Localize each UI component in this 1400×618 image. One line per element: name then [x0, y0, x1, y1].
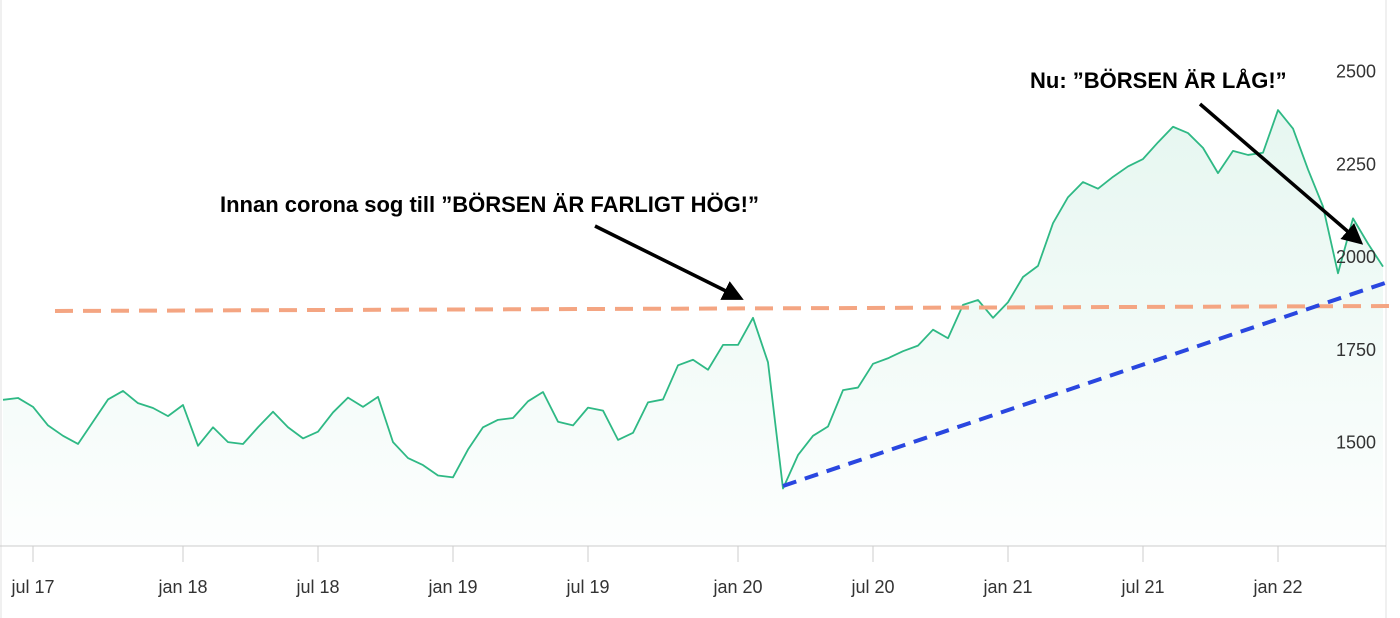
x-tick-label: jan 22 [1252, 577, 1302, 597]
trend-line [782, 281, 1386, 488]
x-tick-label: jul 21 [1120, 577, 1164, 597]
x-tick-label: jan 18 [157, 577, 207, 597]
line [2, 109, 1384, 490]
area [3, 110, 1383, 547]
x-tick-label: jan 19 [427, 577, 477, 597]
annotation-arrow [594, 224, 744, 300]
x-tick-label: jan 21 [982, 577, 1032, 597]
y-tick-label: 2500 [1336, 62, 1376, 82]
x-tick-label: jul 17 [10, 577, 54, 597]
y-tick-label: 1750 [1336, 340, 1376, 360]
x-tick-label: jan 20 [712, 577, 762, 597]
x-tick-label: jul 20 [850, 577, 894, 597]
x-tick-label: jul 18 [295, 577, 339, 597]
y-tick-label: 1500 [1336, 433, 1376, 453]
plot [2, 109, 1384, 547]
annotation: Innan corona sog till ”BÖRSEN ÄR FARLIGT… [220, 192, 759, 217]
annotation: Nu: ”BÖRSEN ÄR LÅG!” [1030, 67, 1287, 93]
y-tick-label: 2250 [1336, 154, 1376, 174]
y-tick-label: 2000 [1336, 247, 1376, 267]
annotation-arrow [1198, 102, 1364, 245]
x-tick-label: jul 19 [565, 577, 609, 597]
